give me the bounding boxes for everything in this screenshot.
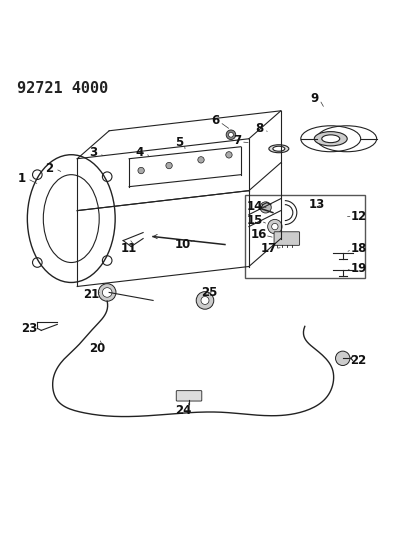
- Text: 9: 9: [310, 92, 318, 106]
- Circle shape: [335, 351, 349, 366]
- Ellipse shape: [314, 132, 346, 146]
- Text: 16: 16: [250, 228, 266, 241]
- Circle shape: [166, 163, 172, 169]
- Text: 20: 20: [89, 342, 105, 355]
- Text: 5: 5: [174, 136, 183, 149]
- FancyBboxPatch shape: [273, 232, 299, 245]
- Ellipse shape: [268, 145, 288, 153]
- Circle shape: [98, 284, 115, 301]
- Text: 7: 7: [232, 134, 240, 147]
- Text: 23: 23: [21, 322, 37, 335]
- Circle shape: [259, 202, 271, 213]
- Text: 25: 25: [200, 286, 217, 299]
- Circle shape: [267, 220, 282, 234]
- Text: 11: 11: [121, 242, 137, 255]
- Text: 19: 19: [350, 262, 366, 275]
- Circle shape: [226, 130, 235, 140]
- Text: 4: 4: [135, 146, 143, 159]
- Circle shape: [271, 223, 277, 230]
- Ellipse shape: [321, 135, 339, 143]
- Text: 8: 8: [254, 122, 262, 135]
- Text: 17: 17: [260, 242, 276, 255]
- Text: 3: 3: [89, 146, 97, 159]
- Text: 10: 10: [174, 238, 191, 251]
- Text: 22: 22: [350, 354, 366, 367]
- Text: 92721 4000: 92721 4000: [17, 81, 108, 96]
- Ellipse shape: [272, 146, 284, 151]
- Text: 2: 2: [45, 162, 53, 175]
- Text: 13: 13: [308, 198, 324, 211]
- Circle shape: [200, 296, 209, 304]
- Text: 18: 18: [350, 242, 366, 255]
- Text: 12: 12: [350, 210, 366, 223]
- Text: 21: 21: [83, 288, 99, 301]
- Text: 1: 1: [17, 172, 25, 185]
- Circle shape: [197, 157, 204, 163]
- Circle shape: [102, 288, 112, 297]
- Circle shape: [225, 152, 231, 158]
- Text: 15: 15: [246, 214, 262, 227]
- Circle shape: [196, 292, 213, 309]
- Text: 14: 14: [246, 200, 262, 213]
- Text: 24: 24: [174, 403, 191, 417]
- Text: 6: 6: [210, 114, 219, 127]
- Circle shape: [228, 132, 233, 137]
- Circle shape: [138, 167, 144, 174]
- FancyBboxPatch shape: [176, 391, 201, 401]
